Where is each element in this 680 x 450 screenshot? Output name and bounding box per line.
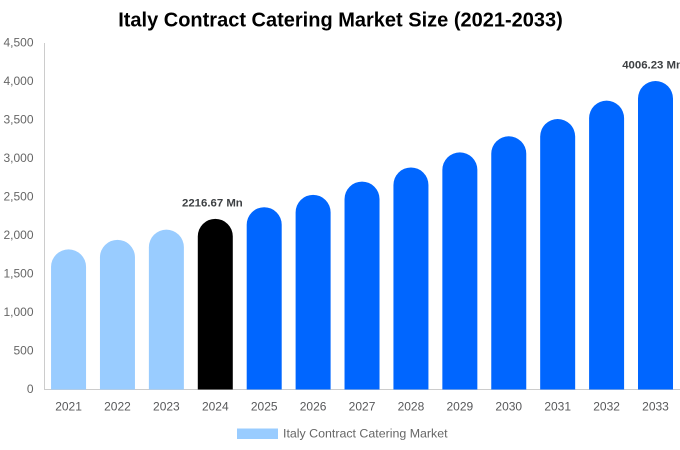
svg-text:Italy Contract Catering Market: Italy Contract Catering Market — [283, 426, 448, 440]
svg-text:2032: 2032 — [593, 400, 620, 414]
svg-text:2021: 2021 — [55, 400, 82, 414]
svg-text:2028: 2028 — [398, 400, 425, 414]
svg-text:500: 500 — [13, 343, 33, 357]
svg-text:4,500: 4,500 — [3, 35, 33, 49]
svg-text:3,000: 3,000 — [3, 151, 33, 165]
svg-text:4,000: 4,000 — [3, 74, 33, 88]
svg-text:2033: 2033 — [642, 400, 669, 414]
svg-text:4006.23 Mn: 4006.23 Mn — [622, 60, 680, 72]
svg-text:2030: 2030 — [495, 400, 522, 414]
svg-text:2025: 2025 — [251, 400, 278, 414]
svg-text:2026: 2026 — [300, 400, 327, 414]
svg-text:2024: 2024 — [202, 400, 229, 414]
svg-text:1,500: 1,500 — [3, 266, 33, 280]
svg-text:2027: 2027 — [349, 400, 376, 414]
svg-text:1,000: 1,000 — [3, 305, 33, 319]
svg-text:3,500: 3,500 — [3, 112, 33, 126]
svg-text:2,500: 2,500 — [3, 189, 33, 203]
svg-text:2022: 2022 — [104, 400, 131, 414]
svg-text:0: 0 — [27, 382, 34, 396]
svg-text:2029: 2029 — [446, 400, 473, 414]
svg-text:2031: 2031 — [544, 400, 571, 414]
svg-text:Italy Contract Catering Market: Italy Contract Catering Market Size (202… — [118, 10, 563, 32]
svg-text:2216.67 Mn: 2216.67 Mn — [182, 197, 243, 209]
svg-text:2,000: 2,000 — [3, 228, 33, 242]
svg-text:2023: 2023 — [153, 400, 180, 414]
